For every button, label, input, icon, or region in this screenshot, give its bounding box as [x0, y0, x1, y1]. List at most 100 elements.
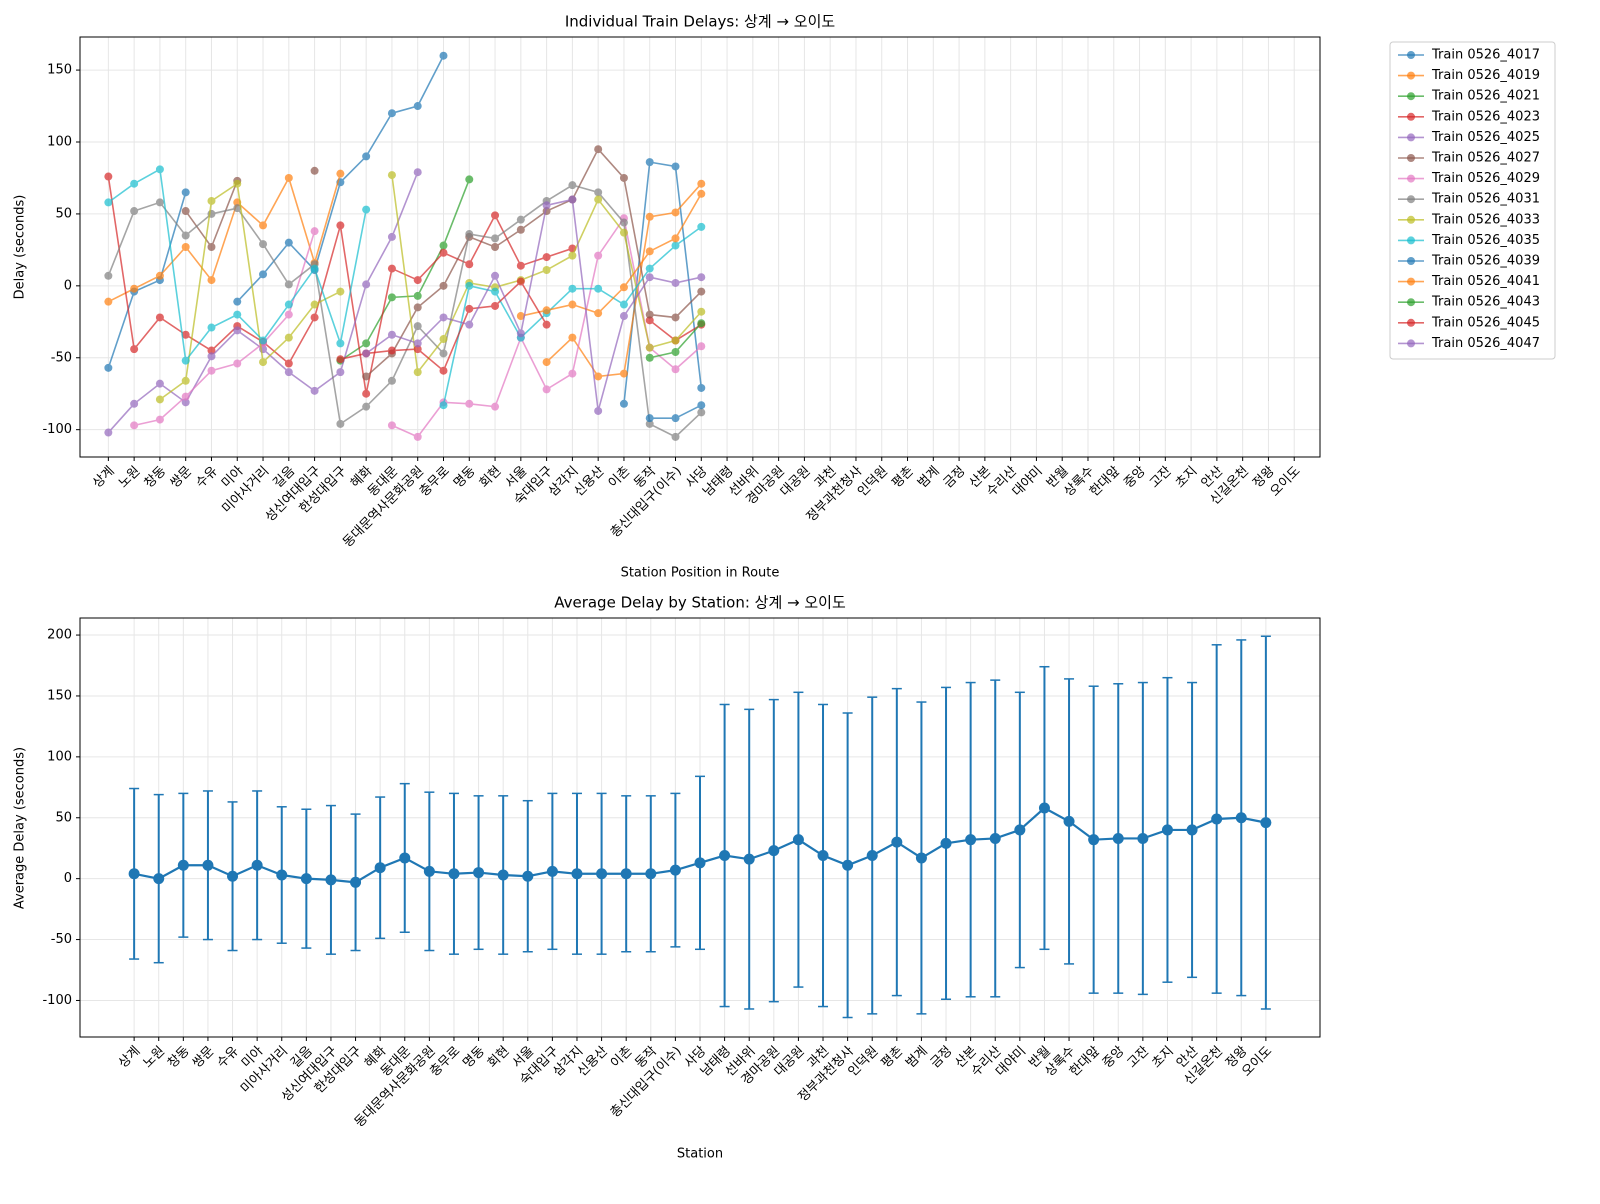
point	[207, 196, 216, 205]
point	[207, 346, 216, 355]
point	[891, 836, 903, 848]
legend-label: Train 0526_4041	[1431, 274, 1540, 289]
legend-label: Train 0526_4019	[1431, 68, 1540, 83]
point	[227, 870, 239, 882]
point	[207, 323, 216, 332]
point	[155, 313, 164, 322]
point	[1038, 802, 1050, 814]
point	[516, 261, 525, 270]
point	[1161, 824, 1173, 836]
point	[439, 281, 448, 290]
point	[207, 243, 216, 251]
y-tick-label: -50	[51, 350, 72, 365]
point	[439, 349, 448, 358]
point	[491, 287, 500, 296]
point	[697, 408, 706, 417]
legend-label: Train 0526_4023	[1431, 109, 1540, 124]
legend-marker	[1407, 71, 1415, 80]
legend-marker	[1407, 112, 1415, 121]
legend-label: Train 0526_4017	[1431, 48, 1540, 63]
point	[284, 173, 293, 182]
point	[619, 283, 628, 292]
point	[259, 221, 268, 230]
point	[233, 204, 242, 213]
point	[413, 276, 422, 285]
point	[362, 205, 371, 214]
series	[645, 401, 706, 423]
legend-marker	[1407, 298, 1415, 307]
point	[413, 322, 422, 331]
point	[387, 232, 396, 241]
point	[413, 345, 422, 354]
series-line	[107, 192, 187, 369]
point	[439, 51, 448, 60]
point	[181, 376, 190, 385]
point	[439, 313, 448, 322]
point	[448, 868, 460, 880]
point	[387, 346, 396, 355]
point	[1137, 832, 1149, 844]
point	[594, 406, 603, 415]
point	[350, 876, 362, 888]
point	[620, 868, 632, 880]
point	[130, 399, 139, 408]
point	[128, 868, 140, 880]
point	[522, 870, 534, 882]
point	[387, 376, 396, 385]
legend-label: Train 0526_4029	[1431, 171, 1540, 186]
point	[413, 432, 422, 441]
point	[594, 372, 603, 381]
bottom-y-label: Average Delay (seconds)	[13, 747, 28, 909]
y-tick-label: -100	[42, 422, 72, 437]
point	[374, 862, 386, 874]
point	[645, 419, 654, 428]
point	[817, 850, 829, 862]
y-tick-label: -100	[42, 993, 72, 1008]
point	[362, 339, 371, 348]
point	[1260, 817, 1272, 829]
point	[259, 358, 268, 367]
point	[284, 368, 293, 377]
point	[671, 414, 680, 423]
point	[568, 195, 577, 204]
point	[619, 312, 628, 321]
point	[671, 336, 680, 345]
point	[207, 366, 216, 375]
point	[594, 284, 603, 293]
point	[181, 231, 190, 240]
point	[423, 865, 435, 877]
point	[645, 343, 654, 352]
y-tick-label: 100	[47, 135, 72, 150]
point	[645, 247, 654, 256]
point	[697, 189, 706, 198]
point	[497, 869, 509, 881]
point	[336, 339, 345, 348]
point	[155, 271, 164, 280]
point	[362, 372, 371, 381]
point	[619, 369, 628, 378]
legend-marker	[1407, 154, 1415, 162]
point	[153, 873, 165, 885]
point	[1186, 824, 1198, 836]
point	[310, 300, 319, 309]
legend-label: Train 0526_4039	[1431, 254, 1540, 269]
point	[181, 330, 190, 339]
series	[336, 277, 551, 375]
point	[542, 253, 551, 262]
point	[645, 316, 654, 325]
point	[491, 301, 500, 310]
point	[594, 195, 603, 204]
point	[155, 379, 164, 388]
point	[284, 310, 293, 319]
point	[233, 310, 242, 319]
legend-marker	[1407, 92, 1415, 101]
point	[645, 158, 654, 167]
point	[645, 414, 654, 423]
legend-label: Train 0526_4043	[1431, 295, 1540, 310]
point	[1014, 824, 1026, 836]
point	[251, 859, 263, 871]
point	[671, 313, 680, 322]
legend-marker	[1407, 277, 1415, 286]
point	[104, 271, 113, 280]
point	[671, 162, 680, 171]
